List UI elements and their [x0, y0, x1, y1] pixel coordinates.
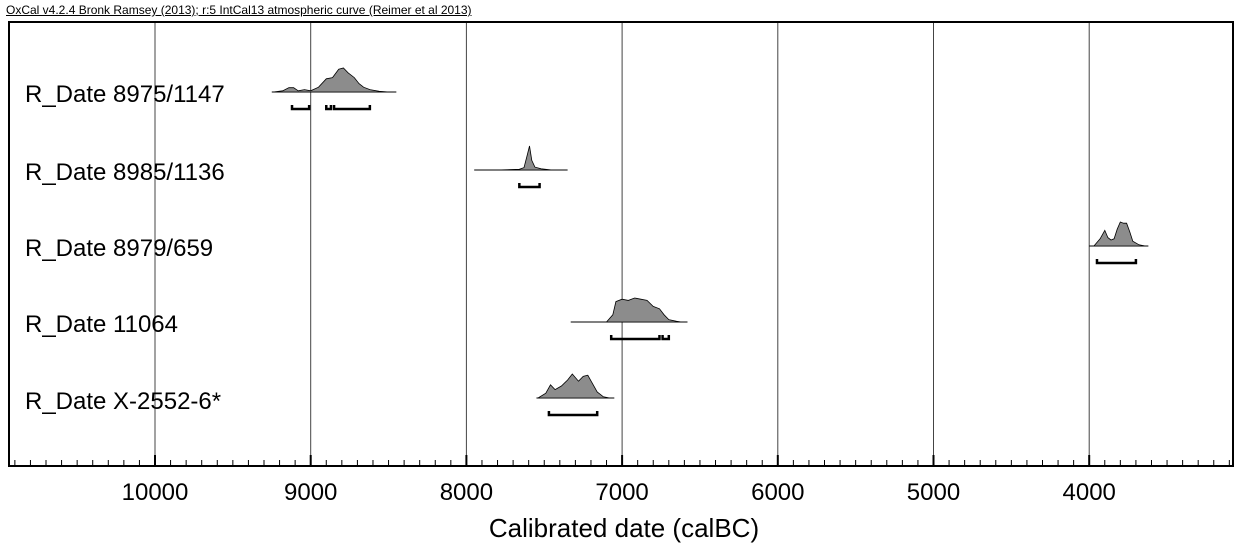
tick-label-10000: 10000 [122, 479, 189, 506]
series-label: R_Date 8985/1136 [25, 159, 225, 186]
series-2 [474, 145, 568, 189]
tick-label-4000: 4000 [1063, 479, 1116, 506]
series-3 [1089, 221, 1149, 265]
range-bracket [518, 183, 541, 189]
plot-frame [8, 21, 1234, 467]
series-label: R_Date X-2552-6* [25, 388, 221, 415]
tick-label-6000: 6000 [751, 479, 804, 506]
distribution-area [605, 297, 682, 323]
series-4 [570, 297, 688, 341]
distribution-area [536, 373, 610, 399]
x-axis-title: Calibrated date (calBC) [489, 513, 759, 543]
range-bracket [332, 105, 372, 111]
gridlines [154, 23, 1091, 465]
chart-header: OxCal v4.2.4 Bronk Ramsey (2013); r:5 In… [6, 3, 472, 17]
range-bracket [290, 105, 311, 111]
tick-labels: 10000 9000 8000 7000 6000 5000 4000 [122, 479, 1116, 506]
tick-label-9000: 9000 [284, 479, 337, 506]
range-bracket [661, 335, 671, 341]
range-bracket [609, 335, 661, 341]
range-bracket [325, 105, 333, 111]
tick-label-5000: 5000 [907, 479, 960, 506]
distribution-area [497, 145, 553, 171]
series-label: R_Date 11064 [25, 311, 178, 338]
range-bracket [1095, 259, 1138, 265]
tick-label-8000: 8000 [440, 479, 493, 506]
series-label: R_Date 8975/1147 [25, 81, 225, 108]
series-labels: R_Date 8975/1147 R_Date 8985/1136 R_Date 8… [25, 81, 225, 415]
series-label: R_Date 8979/659 [25, 235, 213, 262]
tick-label-7000: 7000 [595, 479, 648, 506]
series-1 [271, 67, 397, 111]
distribution-area [273, 67, 389, 93]
range-bracket [547, 411, 599, 417]
distribution-area [1093, 221, 1146, 247]
series-group [271, 67, 1149, 417]
minor-ticks [14, 460, 1230, 465]
series-5 [536, 373, 615, 417]
